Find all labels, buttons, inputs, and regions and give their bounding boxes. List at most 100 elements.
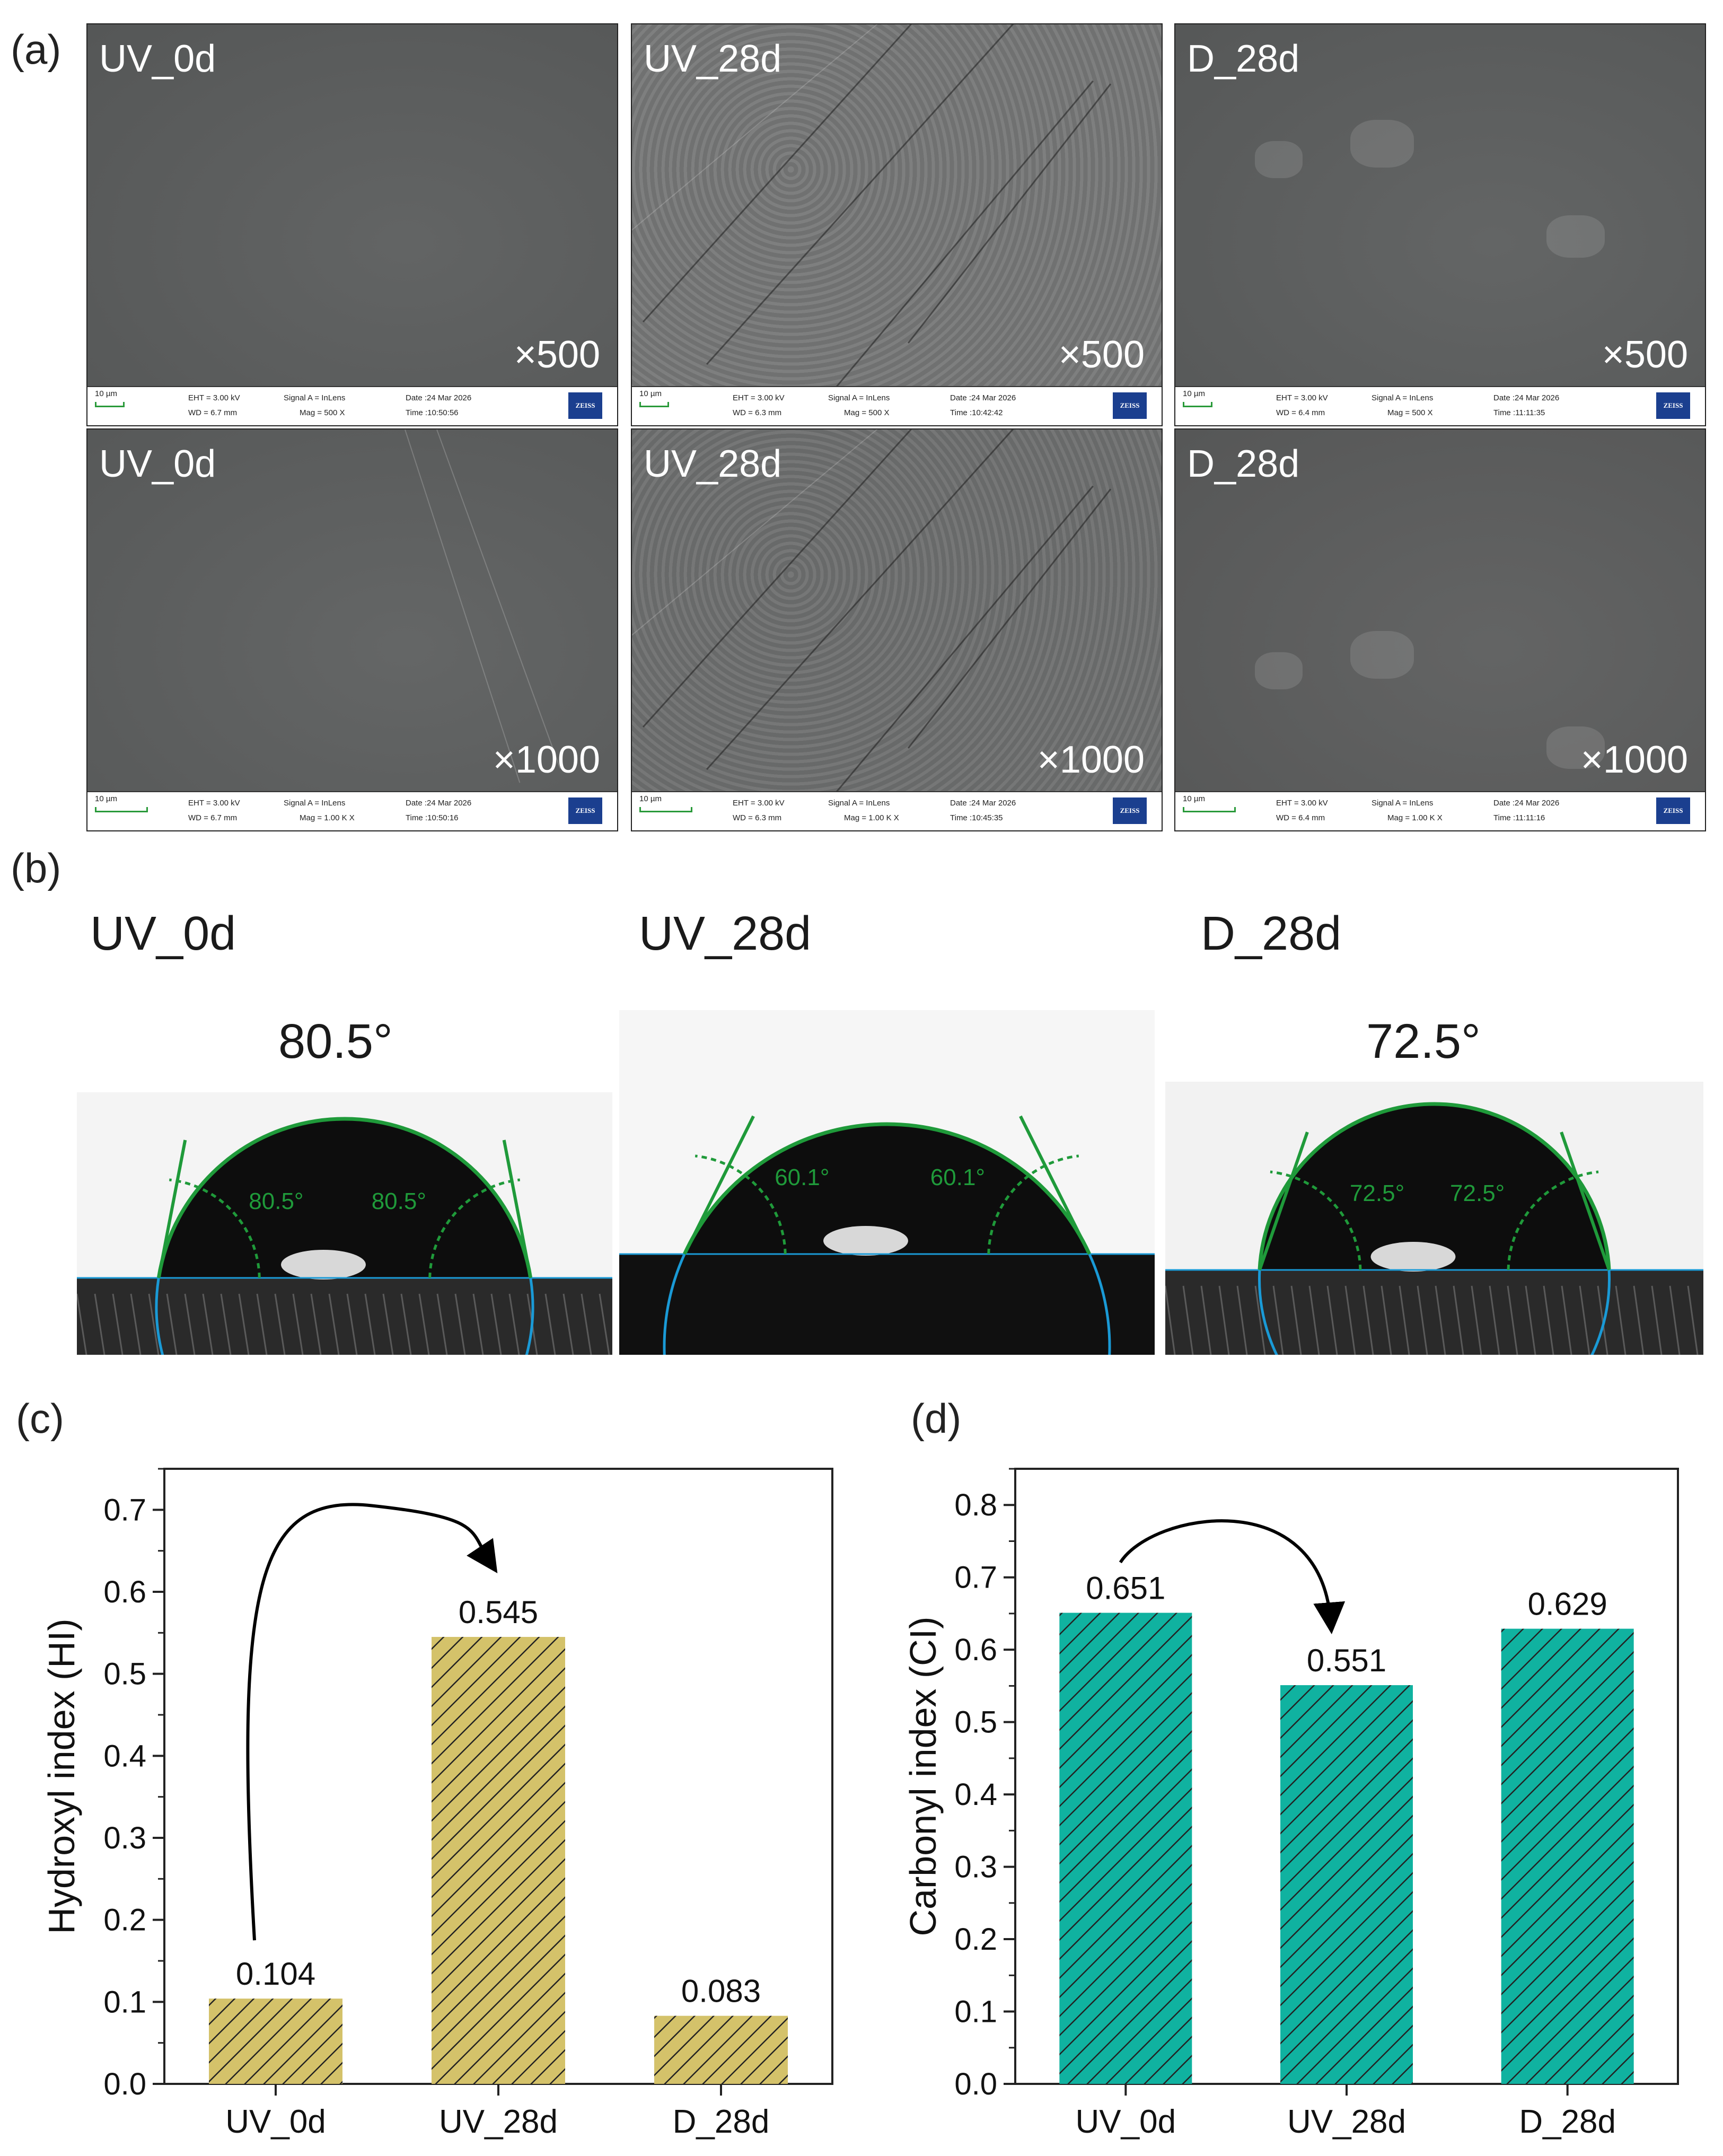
sem-micrograph xyxy=(632,24,1162,390)
sem-magnification: ×1000 xyxy=(493,739,600,781)
x-tick-label: D_28d xyxy=(1519,2104,1616,2140)
date-text: Date :24 Mar 2026 xyxy=(1493,393,1560,402)
y-tick-label: 0.2 xyxy=(954,1922,997,1957)
contact-angle-sample-label: UV_0d xyxy=(90,907,236,960)
sem-info-bar: 10 µm EHT = 3.00 kV WD = 6.4 mm Signal A = … xyxy=(1175,386,1705,425)
time-text: Time :11:11:35 xyxy=(1493,408,1545,417)
substrate-texture xyxy=(292,1293,304,1355)
substrate-texture xyxy=(274,1293,286,1355)
scale-bar-label: 10 µm xyxy=(639,389,662,398)
sem-magnification: ×1000 xyxy=(1580,739,1688,781)
angle-arc-right xyxy=(1507,1170,1599,1270)
eht-text: EHT = 3.00 kV xyxy=(188,799,240,808)
angle-arc-right xyxy=(987,1154,1079,1255)
substrate-texture xyxy=(1344,1285,1356,1355)
substrate-texture xyxy=(1489,1285,1500,1355)
tangent-left xyxy=(1258,1132,1309,1270)
wd-text: WD = 6.3 mm xyxy=(733,408,782,417)
surface-crack xyxy=(405,430,521,783)
substrate-texture xyxy=(562,1293,574,1355)
y-tick-label: 0.2 xyxy=(103,1903,146,1938)
y-tick-label: 0.4 xyxy=(103,1739,146,1773)
eht-text: EHT = 3.00 kV xyxy=(1276,799,1328,808)
angle-label-left: 72.5° xyxy=(1350,1180,1404,1206)
tangent-right xyxy=(1019,1115,1091,1255)
surface-debris xyxy=(1255,652,1303,689)
sem-sample-label: UV_28d xyxy=(644,38,782,80)
substrate-texture xyxy=(1633,1285,1645,1355)
substrate-texture xyxy=(1471,1285,1482,1355)
substrate-texture xyxy=(328,1293,340,1355)
substrate-texture xyxy=(1579,1285,1590,1355)
substrate-texture xyxy=(1597,1285,1608,1355)
droplet-fit-outline xyxy=(156,1117,533,1278)
sem-micrograph xyxy=(1175,24,1705,387)
substrate-texture xyxy=(1525,1285,1536,1355)
x-tick-label: UV_0d xyxy=(225,2104,326,2140)
substrate-texture xyxy=(112,1293,124,1355)
y-tick-label: 0.5 xyxy=(103,1657,146,1692)
substrate-texture xyxy=(1326,1285,1338,1355)
carbonyl-index-chart: 0.0 0.1 0.2 0.3 0.4 0.5 0.6 0.7 0.8 0.651 UV_0d 0.5… xyxy=(902,1468,1679,2140)
y-tick-label: 0.1 xyxy=(954,1995,997,2029)
date-text: Date :24 Mar 2026 xyxy=(406,799,472,808)
droplet-image: 80.5° 80.5° xyxy=(77,1092,612,1355)
panel-label-c: (c) xyxy=(16,1395,64,1442)
date-text: Date :24 Mar 2026 xyxy=(950,393,1016,402)
scale-bar xyxy=(95,402,125,407)
sem-sample-label: UV_28d xyxy=(644,443,782,485)
droplet-fit-outline xyxy=(683,1122,1091,1255)
sem-panel: UV_28d ×1000 10 µm EHT = 3.00 kV WD = 6.3 mm… xyxy=(631,428,1163,831)
x-tick-label: UV_0d xyxy=(1076,2104,1176,2140)
y-axis-label: Carbonyl index (CI) xyxy=(902,1617,944,1936)
surface-debris xyxy=(1546,215,1605,258)
sem-magnification: ×500 xyxy=(1058,334,1145,376)
angle-arc-left xyxy=(169,1178,261,1278)
angle-label-left: 60.1° xyxy=(775,1164,829,1190)
panel-label-a: (a) xyxy=(11,26,61,73)
substrate-texture xyxy=(1651,1285,1663,1355)
scale-bar-label: 10 µm xyxy=(639,794,662,803)
y-tick-label: 0.3 xyxy=(103,1821,146,1855)
substrate-texture xyxy=(238,1293,250,1355)
angle-label-right: 72.5° xyxy=(1450,1180,1505,1206)
substrate-texture xyxy=(508,1293,520,1355)
droplet-image: 60.1° 60.1° xyxy=(619,1010,1155,1355)
data-label: 0.629 xyxy=(1528,1587,1607,1622)
contact-angle-value: 80.5° xyxy=(278,1014,393,1068)
y-axis-label: Hydroxyl index (HI) xyxy=(41,1618,82,1934)
signal-text: Signal A = InLens xyxy=(828,799,890,808)
substrate-texture xyxy=(1435,1285,1446,1355)
sem-info-bar: 10 µm EHT = 3.00 kV WD = 6.4 mm Signal A = … xyxy=(1175,791,1705,830)
panel-label-d: (d) xyxy=(911,1395,962,1442)
substrate-texture xyxy=(1165,1285,1176,1355)
zeiss-logo: ZEISS xyxy=(568,797,602,824)
sem-magnification: ×1000 xyxy=(1037,739,1145,781)
sem-sample-label: UV_0d xyxy=(99,443,216,485)
substrate xyxy=(619,1254,1155,1355)
substrate-texture xyxy=(364,1293,376,1355)
sem-micrograph xyxy=(632,430,1162,795)
y-tick-label: 0.6 xyxy=(103,1575,146,1609)
eht-text: EHT = 3.00 kV xyxy=(1276,393,1328,402)
time-text: Time :10:50:16 xyxy=(406,813,459,822)
scale-bar xyxy=(95,807,148,812)
y-tick-label: 0.0 xyxy=(954,2067,997,2101)
substrate-texture xyxy=(382,1293,394,1355)
substrate-texture xyxy=(1417,1285,1428,1355)
substrate-texture xyxy=(490,1293,502,1355)
y-tick-label: 0.4 xyxy=(954,1777,997,1812)
substrate-texture xyxy=(418,1293,430,1355)
mag-text: Mag = 1.00 K X xyxy=(300,813,355,822)
signal-text: Signal A = InLens xyxy=(284,393,346,402)
substrate-texture xyxy=(1200,1285,1212,1355)
y-tick-label: 0.3 xyxy=(954,1850,997,1885)
data-label: 0.545 xyxy=(459,1594,538,1630)
substrate-texture xyxy=(1399,1285,1410,1355)
sem-info-bar: 10 µm EHT = 3.00 kV WD = 6.3 mm Signal A = … xyxy=(632,386,1162,425)
substrate-texture xyxy=(1308,1285,1320,1355)
scale-bar-label: 10 µm xyxy=(95,389,117,398)
droplet-reflection xyxy=(281,1250,366,1279)
angle-label-right: 60.1° xyxy=(930,1164,985,1190)
